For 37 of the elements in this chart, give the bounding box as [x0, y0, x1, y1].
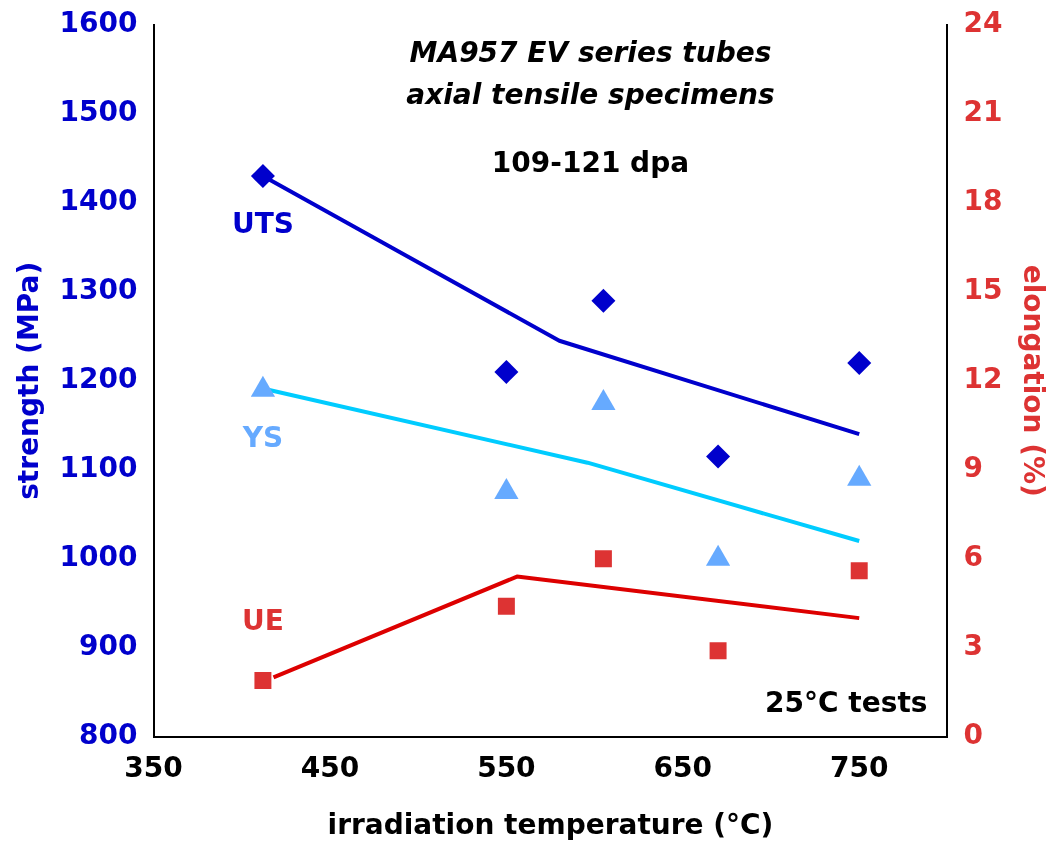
y2-tick-label: 9	[963, 451, 983, 485]
series-label: UE	[241, 603, 284, 637]
x-axis-title: irradiation temperature (°C)	[327, 808, 774, 842]
y-tick-label: 1000	[59, 540, 138, 574]
x-tick-label: 650	[653, 750, 713, 784]
y-tick-label: 1200	[59, 362, 138, 396]
y2-tick-label: 15	[963, 273, 1003, 307]
y2-tick-label: 3	[963, 629, 983, 663]
text: 109-121 dpa	[491, 146, 690, 180]
y2-tick-label: 6	[963, 540, 983, 574]
point	[850, 562, 868, 580]
point	[594, 550, 612, 568]
x-tick-label: 450	[300, 750, 360, 784]
y2-tick-label: 12	[963, 362, 1003, 396]
series-label: UTS	[231, 207, 294, 241]
y-tick-label: 1500	[59, 95, 138, 129]
annotation: 25°C tests	[765, 686, 928, 720]
y2-tick-label: 0	[963, 718, 983, 752]
point	[709, 642, 727, 660]
y2-axis-title: elongation (%)	[1016, 264, 1050, 497]
y-axis-title: strength (MPa)	[12, 261, 46, 500]
y-tick-label: 1100	[59, 451, 138, 485]
y2-tick-label: 21	[963, 95, 1003, 129]
series-label: YS	[241, 420, 284, 454]
y-tick-label: 1600	[59, 6, 138, 40]
y2-tick-label: 24	[963, 6, 1003, 40]
y-tick-label: 800	[79, 718, 138, 752]
y2-tick-label: 18	[963, 184, 1003, 218]
y-tick-label: 900	[79, 629, 138, 663]
y-tick-label: 1400	[59, 184, 138, 218]
x-tick-label: 350	[124, 750, 183, 784]
text: MA957 EV series tubes axial tensile specimens	[406, 36, 775, 112]
x-tick-label: 550	[477, 750, 536, 784]
point	[497, 597, 515, 615]
point	[254, 671, 272, 689]
x-tick-label: 750	[830, 750, 889, 784]
y-tick-label: 1300	[59, 273, 138, 307]
